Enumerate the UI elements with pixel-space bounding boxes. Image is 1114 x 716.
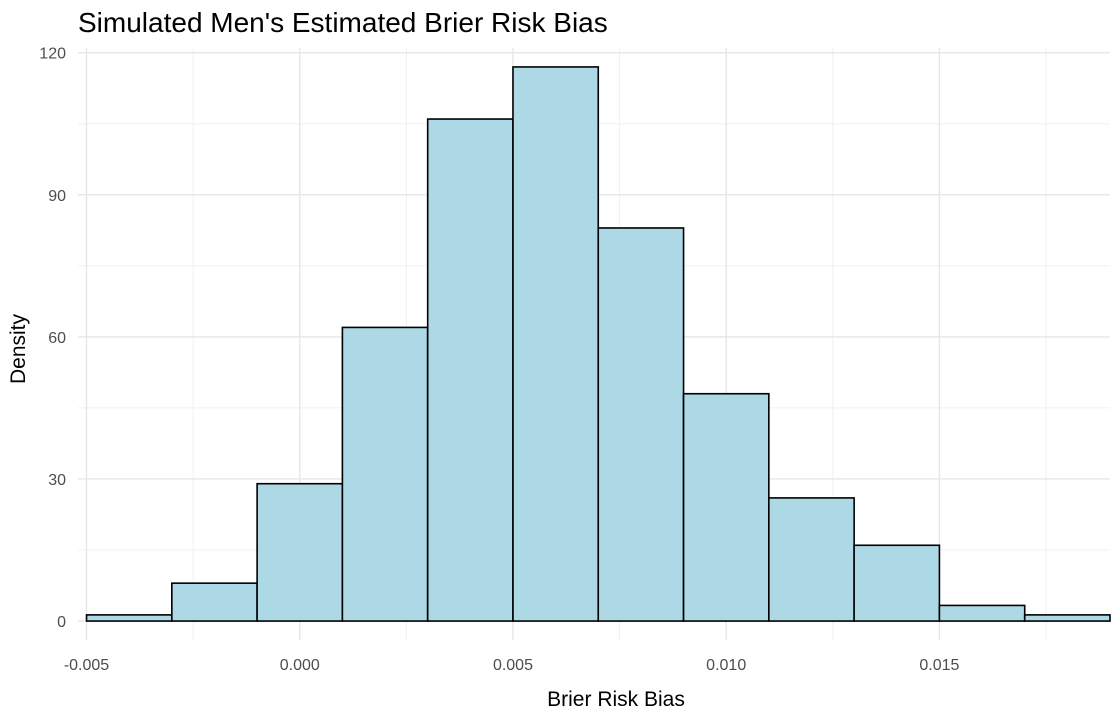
y-tick-label: 90 — [48, 188, 66, 205]
x-tick-label: 0.000 — [280, 657, 320, 674]
histogram-bar — [938, 604, 1026, 622]
y-axis-ticks: 0 30 60 90 120 — [39, 46, 66, 631]
histogram-bar — [682, 392, 770, 622]
histogram-bar — [341, 326, 429, 622]
histogram-bar — [512, 66, 600, 622]
histogram-bar — [597, 227, 685, 622]
y-axis-title: Density — [7, 313, 30, 384]
x-axis-ticks: -0.005 0.000 0.005 0.010 0.015 — [64, 657, 960, 674]
y-tick-label: 120 — [39, 46, 66, 63]
x-tick-label: 0.010 — [706, 657, 746, 674]
histogram-bar — [1023, 614, 1111, 622]
y-tick-label: 60 — [48, 330, 66, 347]
histogram-bar — [426, 118, 514, 622]
y-tick-label: 0 — [57, 614, 66, 631]
x-tick-label: 0.015 — [919, 657, 959, 674]
x-tick-label: 0.005 — [493, 657, 533, 674]
histogram-bar — [853, 544, 941, 622]
histogram-bar — [171, 582, 258, 622]
x-axis-title: Brier Risk Bias — [547, 688, 685, 711]
histogram-bars — [85, 66, 1111, 622]
histogram-bar — [256, 482, 344, 622]
y-tick-label: 30 — [48, 472, 66, 489]
chart-title: Simulated Men's Estimated Brier Risk Bia… — [78, 7, 608, 38]
x-tick-label: -0.005 — [64, 657, 109, 674]
histogram-bar — [85, 614, 173, 622]
histogram-bar — [768, 497, 855, 622]
